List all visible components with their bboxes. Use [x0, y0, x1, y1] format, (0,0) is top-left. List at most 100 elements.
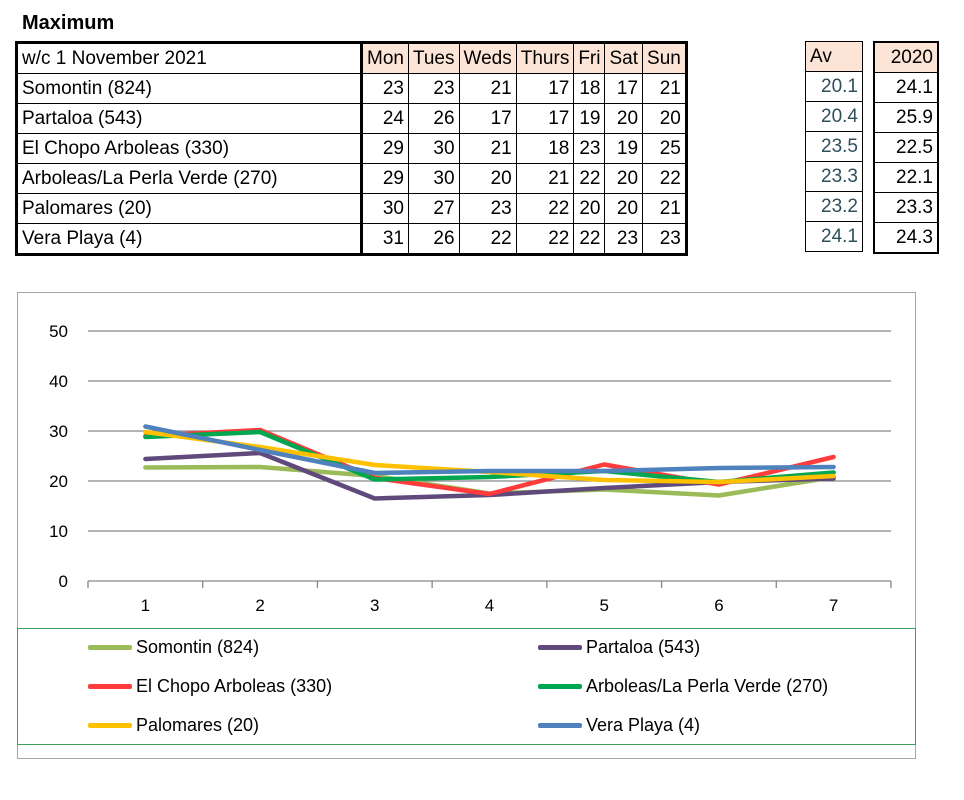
- x-tick-label: 1: [141, 596, 150, 615]
- temperature-cell: 22: [573, 223, 606, 255]
- series-line-4: [143, 429, 836, 485]
- av-row: 20.1: [805, 71, 863, 102]
- day-header: Fri: [573, 42, 606, 74]
- temperature-cell: 31: [361, 223, 409, 255]
- x-tick-label: 4: [485, 596, 494, 615]
- temperature-cell: 25: [642, 133, 687, 164]
- temperature-cell: 22: [458, 223, 517, 255]
- year-2020-table: 2020 24.1 25.9 22.5 22.1 23.3 24.3: [873, 41, 939, 254]
- temperature-cell: 20: [458, 163, 517, 194]
- temperature-cell: 21: [458, 133, 517, 164]
- year-cell: 24.1: [873, 72, 939, 103]
- temperature-cell: 20: [642, 103, 687, 134]
- day-header: Thurs: [515, 42, 575, 74]
- table-row: Palomares (20) 30 27 23 22 20 20 21: [16, 193, 687, 224]
- temperature-cell: 21: [458, 73, 517, 104]
- temperature-cell: 23: [361, 73, 409, 104]
- temperature-cell: 21: [515, 163, 575, 194]
- series-line-6: [143, 424, 836, 476]
- x-tick-label: 2: [255, 596, 264, 615]
- temperature-cell: 18: [573, 73, 606, 104]
- temperature-cell: 24: [361, 103, 409, 134]
- legend-entry: Palomares (20): [88, 713, 259, 737]
- average-table: Av 20.1 20.4 23.5 23.3 23.2 24.1: [805, 41, 863, 252]
- temperature-cell: 23: [604, 223, 644, 255]
- temperature-cell: 29: [361, 163, 409, 194]
- av-row: 20.4: [805, 101, 863, 132]
- y-tick-label: 30: [49, 422, 68, 441]
- day-header: Tues: [407, 42, 460, 74]
- av-cell: 23.3: [805, 161, 863, 192]
- table-row: Somontin (824) 23 23 21 17 18 17 21: [16, 73, 687, 104]
- legend-label: Vera Playa (4): [586, 714, 701, 735]
- year-row: 25.9: [873, 102, 939, 133]
- av-row: 23.3: [805, 161, 863, 192]
- av-cell: 23.2: [805, 191, 863, 222]
- station-name: Vera Playa (4): [16, 223, 363, 255]
- legend-entry: Somontin (824): [88, 635, 259, 659]
- temperature-cell: 26: [407, 103, 460, 134]
- temperature-cell: 30: [407, 163, 460, 194]
- temperature-cell: 21: [642, 193, 687, 224]
- year-cell: 23.3: [873, 192, 939, 223]
- year-row: 22.1: [873, 162, 939, 193]
- temperature-cell: 21: [642, 73, 687, 104]
- temperature-cell: 17: [458, 103, 517, 134]
- station-name: Palomares (20): [16, 193, 363, 224]
- legend-swatch: [88, 722, 132, 728]
- legend-entry: Vera Playa (4): [538, 713, 700, 737]
- temperature-cell: 18: [515, 133, 575, 164]
- temperature-cell: 27: [407, 193, 460, 224]
- legend-swatch: [88, 683, 132, 689]
- temperature-cell: 30: [407, 133, 460, 164]
- series-line-3: [143, 427, 836, 497]
- table-row: Partaloa (543) 24 26 17 17 19 20 20: [16, 103, 687, 134]
- av-row: 23.5: [805, 131, 863, 162]
- legend-swatch: [538, 683, 582, 689]
- temperature-cell: 22: [642, 163, 687, 194]
- temperature-cell: 20: [604, 103, 644, 134]
- temperature-cell: 30: [361, 193, 409, 224]
- temperature-cell: 23: [642, 223, 687, 255]
- legend-label: El Chopo Arboleas (330): [136, 675, 333, 696]
- station-name: Arboleas/La Perla Verde (270): [16, 163, 363, 194]
- day-header: Mon: [361, 42, 409, 74]
- av-row: 24.1: [805, 221, 863, 252]
- x-tick-label: 5: [599, 596, 608, 615]
- legend-entry: Partaloa (543): [538, 635, 700, 659]
- table-row: Vera Playa (4) 31 26 22 22 22 23 23: [16, 223, 687, 255]
- av-header: Av: [805, 41, 863, 72]
- station-name: Partaloa (543): [16, 103, 363, 134]
- temperature-cell: 20: [573, 193, 606, 224]
- year-row: 24.3: [873, 222, 939, 254]
- temperature-cell: 19: [573, 103, 606, 134]
- av-header-row: Av: [805, 41, 863, 72]
- temperature-cell: 17: [515, 73, 575, 104]
- av-row: 23.2: [805, 191, 863, 222]
- station-name: Somontin (824): [16, 73, 363, 104]
- year-row: 23.3: [873, 192, 939, 223]
- temperature-cell: 19: [604, 133, 644, 164]
- av-cell: 24.1: [805, 221, 863, 252]
- temperature-cell: 23: [573, 133, 606, 164]
- year-row: 24.1: [873, 72, 939, 103]
- year-header-row: 2020: [873, 41, 939, 73]
- year-cell: 25.9: [873, 102, 939, 133]
- temperature-cell: 20: [604, 163, 644, 194]
- y-tick-label: 0: [59, 572, 68, 591]
- av-cell: 20.4: [805, 101, 863, 132]
- page-title: Maximum: [22, 12, 115, 34]
- temperature-cell: 20: [604, 193, 644, 224]
- table-row: El Chopo Arboleas (330) 29 30 21 18 23 19 25: [16, 133, 687, 164]
- series-line-5: [143, 429, 836, 485]
- temperature-cell: 22: [573, 163, 606, 194]
- x-tick-label: 7: [829, 596, 838, 615]
- temperature-cell: 17: [604, 73, 644, 104]
- temperature-cell: 26: [407, 223, 460, 255]
- week-label: w/c 1 November 2021: [16, 42, 363, 74]
- av-cell: 23.5: [805, 131, 863, 162]
- y-tick-label: 40: [49, 372, 68, 391]
- legend-entry: Arboleas/La Perla Verde (270): [538, 674, 828, 698]
- year-header: 2020: [873, 41, 939, 73]
- legend-entry: El Chopo Arboleas (330): [88, 674, 332, 698]
